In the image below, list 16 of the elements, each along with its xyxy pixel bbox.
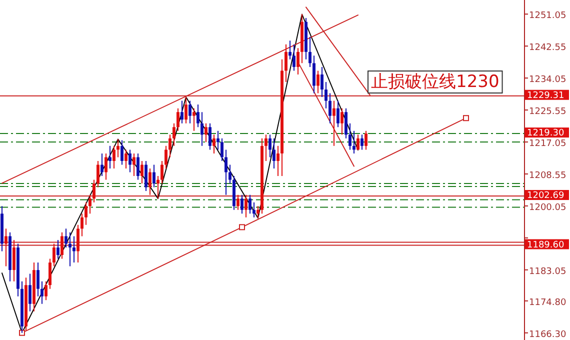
y-tick-label: 1225.55 xyxy=(529,107,566,118)
ref-line-label: 1189.60 xyxy=(527,240,564,250)
annotation: 止损破位线1230 xyxy=(368,70,503,94)
y-tick-label: 1251.05 xyxy=(529,11,566,22)
y-tick-label: 1200.05 xyxy=(529,202,566,213)
y-tick-label: 1217.05 xyxy=(529,138,566,149)
y-tick-label: 1234.05 xyxy=(529,75,566,86)
y-tick-label: 1183.05 xyxy=(529,266,566,277)
annotation: 止损破位线1230 xyxy=(371,72,500,92)
ref-line-label: 1229.31 xyxy=(527,91,564,102)
y-tick-label: 1166.30 xyxy=(529,330,566,340)
y-tick-label: 1174.80 xyxy=(529,298,566,308)
y-tick-label: 1208.55 xyxy=(529,170,566,181)
ref-line-label: 1219.30 xyxy=(527,128,564,139)
ref-line-label: 1202.69 xyxy=(527,191,564,202)
y-tick-label: 1242.55 xyxy=(529,43,566,54)
